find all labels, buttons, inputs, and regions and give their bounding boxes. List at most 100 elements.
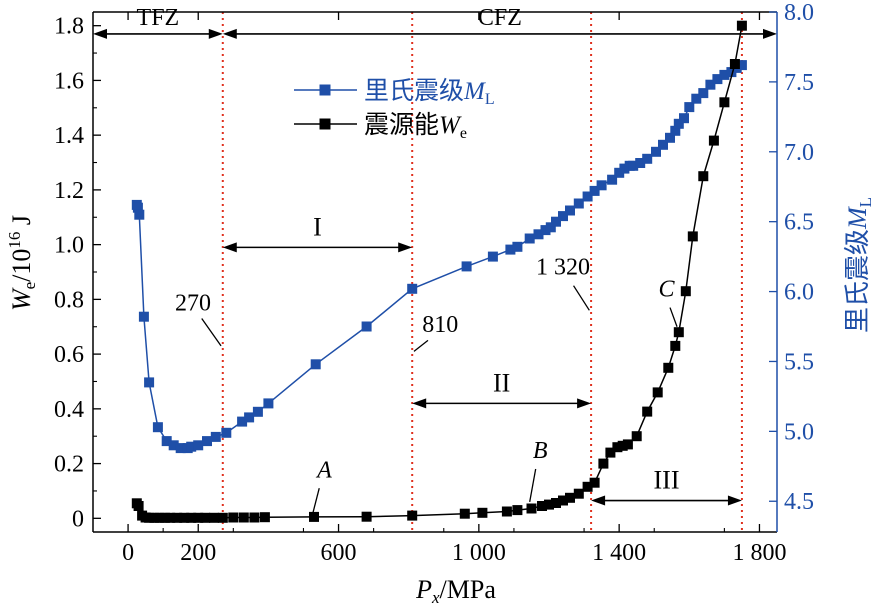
data-point-series-1 (249, 512, 260, 523)
stage-arrow-head-left (412, 398, 427, 409)
data-point-series-1 (217, 512, 228, 523)
y-right-tick-label: 7.5 (784, 70, 814, 96)
data-point-series-1 (209, 512, 219, 523)
data-point-series-1 (512, 505, 523, 516)
data-point-series-1 (179, 512, 190, 523)
data-point-series-0 (512, 241, 523, 252)
data-point-series-1 (708, 135, 719, 146)
data-point-series-0 (175, 443, 186, 454)
data-point-series-1 (663, 362, 674, 373)
annotation-label: 270 (175, 290, 211, 316)
legend-label-magnitude: 里氏震级ML (364, 76, 495, 108)
stage-arrow-head-right (577, 398, 592, 409)
data-point-series-0 (573, 198, 584, 209)
data-point-series-0 (533, 229, 544, 240)
annotation-label: C (658, 277, 675, 303)
data-point-series-0 (665, 132, 675, 143)
zone-label: TFZ (137, 5, 180, 31)
axes-layer: 0 200 600 1 000 1 400 1 800 0 0.2 0.4 0.6 0.8 1.0 1.… (54, 0, 814, 566)
data-point-series-1 (526, 503, 537, 514)
data-point-series-0 (407, 283, 418, 294)
data-point-series-0 (619, 163, 630, 174)
annotation-label: 810 (422, 312, 458, 338)
data-point-series-1 (631, 431, 642, 442)
zone-label: CFZ (478, 5, 522, 31)
data-point-series-0 (263, 398, 274, 409)
data-point-series-1 (544, 499, 554, 510)
data-point-series-0 (152, 422, 163, 433)
data-point-series-0 (673, 118, 684, 129)
data-point-series-0 (461, 261, 472, 272)
data-point-series-0 (719, 69, 730, 80)
data-point-series-1 (165, 512, 176, 523)
data-point-series-0 (361, 321, 372, 332)
legend: 里氏震级ML 震源能We (294, 76, 495, 142)
data-point-series-0 (202, 436, 212, 447)
data-point-series-0 (210, 431, 221, 442)
y-left-tick-label: 1.0 (54, 233, 84, 259)
data-point-series-0 (651, 146, 661, 157)
data-point-series-0 (614, 167, 625, 178)
data-point-series-0 (589, 185, 600, 196)
x-tick-label: 1 800 (732, 540, 786, 566)
data-point-series-0 (635, 158, 646, 168)
data-point-series-0 (726, 67, 737, 78)
data-point-series-1 (698, 171, 709, 182)
data-point-series-1 (537, 501, 547, 511)
data-point-series-0 (132, 202, 143, 213)
data-point-series-0 (607, 174, 618, 185)
stage-label: I (313, 212, 322, 241)
data-point-series-0 (684, 102, 695, 113)
y-left-tick-label: 0.4 (54, 397, 84, 423)
data-point-series-1 (673, 327, 684, 338)
data-point-series-0 (679, 113, 689, 124)
data-point-series-0 (244, 412, 255, 423)
y-left-tick-label: 0 (72, 506, 84, 532)
x-tick-label: 1 400 (592, 540, 646, 566)
x-tick-label: 600 (321, 540, 357, 566)
data-point-series-1 (228, 512, 239, 523)
stage-arrow-head-right (398, 242, 413, 253)
data-point-series-0 (221, 427, 232, 438)
y-left-axis-title: We/1016 J (5, 215, 39, 311)
leader-line (201, 318, 222, 347)
data-point-series-1 (477, 507, 488, 518)
y-left-tick-label: 0.8 (54, 287, 84, 313)
data-point-series-1 (558, 495, 568, 506)
data-point-series-0 (545, 222, 556, 233)
annotation-label: A (315, 457, 332, 483)
data-point-series-1 (238, 512, 249, 523)
data-point-series-1 (719, 97, 730, 108)
data-point-series-0 (551, 216, 561, 227)
zone-arrow-tfz-head-right (208, 28, 223, 39)
leader-line (573, 285, 590, 311)
data-point-series-0 (310, 359, 321, 370)
data-point-series-0 (168, 440, 179, 451)
data-point-series-0 (628, 160, 639, 171)
stage-label: II (493, 368, 510, 397)
data-point-series-1 (589, 477, 600, 488)
data-point-series-0 (193, 440, 204, 451)
y-right-tick-label: 6.0 (784, 280, 814, 306)
data-point-series-1 (154, 512, 165, 523)
data-point-series-1 (200, 512, 211, 523)
data-point-series-0 (505, 244, 516, 255)
data-point-series-0 (565, 205, 575, 216)
leader-line (413, 339, 429, 352)
y-left-tick-label: 1.8 (54, 14, 84, 40)
series-layer (131, 20, 747, 523)
data-point-series-1 (652, 387, 663, 398)
data-point-series-0 (705, 79, 716, 90)
legend-marker-energy (319, 118, 331, 130)
data-point-series-1 (729, 59, 740, 69)
data-point-series-0 (658, 139, 668, 150)
data-point-series-0 (582, 191, 593, 202)
y-left-tick-label: 1.4 (54, 123, 84, 149)
data-point-series-1 (361, 511, 372, 522)
x-tick-label: 1 000 (452, 540, 506, 566)
annotation-label: 1 320 (536, 255, 590, 281)
leader-line (311, 488, 320, 516)
data-point-series-1 (642, 406, 653, 417)
data-point-series-1 (459, 508, 470, 519)
